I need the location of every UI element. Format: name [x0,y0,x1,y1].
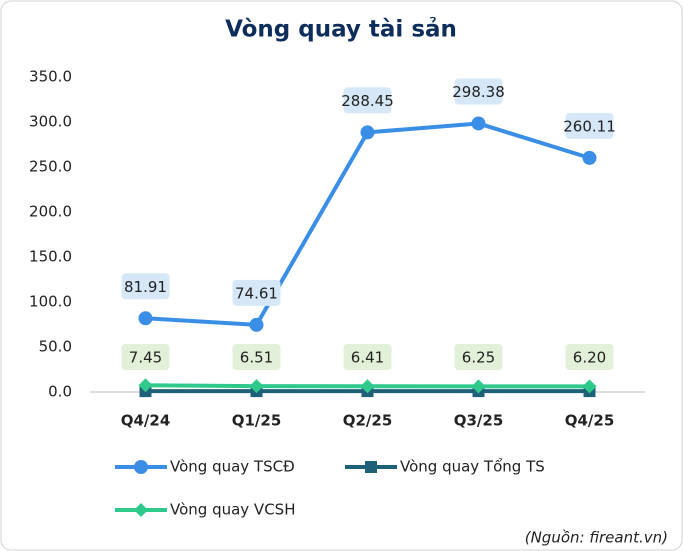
y-tick-label: 350.0 [29,68,72,86]
data-label-bg [343,344,392,370]
data-label: 288.45 [341,92,394,110]
y-tick-label: 300.0 [29,113,72,131]
chart-title: Vòng quay tài sản [225,17,457,43]
marker [249,317,264,332]
marker [582,379,597,394]
data-label: 6.25 [462,349,495,367]
data-label-bg [565,112,614,139]
data-label-bg [565,344,614,370]
y-tick-label: 250.0 [29,158,72,176]
data-label: 7.45 [129,349,162,367]
x-tick-label: Q4/24 [121,412,171,430]
x-tick-label: Q2/25 [343,412,393,430]
data-label-bg [121,273,170,300]
source-note: (Nguồn: fireant.vn) [525,529,668,547]
x-tick-label: Q4/25 [565,412,615,430]
legend-label: Vòng quay Tổng TS [400,458,545,476]
data-label: 6.20 [573,349,606,367]
data-label: 298.38 [452,83,505,101]
data-label-bg [121,344,170,370]
y-tick-label: 150.0 [29,248,72,266]
marker [138,378,153,393]
data-label-bg [454,78,503,105]
data-label: 260.11 [563,117,616,135]
legend-label: Vòng quay TSCĐ [170,458,295,476]
legend-label: Vòng quay VCSH [170,501,295,519]
x-tick-label: Q3/25 [454,412,504,430]
y-tick-label: 50.0 [39,338,72,356]
marker [471,116,486,131]
marker [471,379,486,394]
data-label: 6.51 [240,349,273,367]
marker [138,311,153,326]
marker [134,503,148,517]
y-tick-label: 100.0 [29,293,72,311]
marker [365,461,377,473]
data-label: 81.91 [124,278,167,296]
marker [249,379,264,394]
data-label-bg [454,344,503,370]
data-label: 6.41 [351,349,384,367]
data-label-bg [343,87,392,114]
data-label-bg [232,279,281,306]
y-tick-label: 0.0 [48,383,72,401]
marker [360,125,375,140]
marker [582,150,597,165]
y-tick-label: 200.0 [29,203,72,221]
data-label: 74.61 [235,284,278,302]
marker [134,460,148,474]
marker [360,379,375,394]
data-label-bg [232,344,281,370]
x-tick-label: Q1/25 [232,412,282,430]
